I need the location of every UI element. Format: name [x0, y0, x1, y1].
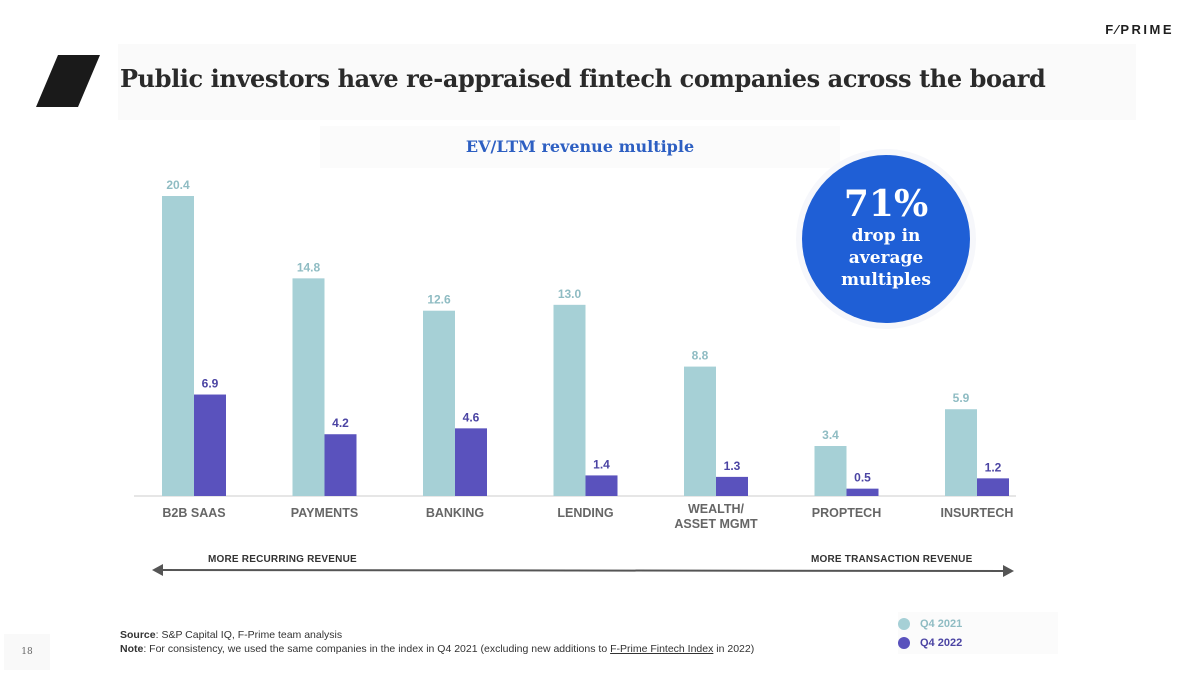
note-text: : For consistency, we used the same comp…	[143, 643, 611, 655]
callout-percent: 71%	[843, 183, 929, 225]
slash-logo-icon	[36, 55, 100, 107]
source-label: Source	[120, 629, 156, 641]
note-label: Note	[120, 643, 144, 655]
bar-insurtech-q4-2022	[977, 478, 1009, 496]
value-label-insurtech-q4-2021: 5.9	[953, 391, 970, 405]
legend-dot-q4-2022	[898, 636, 910, 649]
value-label-b2b-saas-q4-2022: 6.9	[202, 377, 219, 391]
bar-banking-q4-2021	[423, 310, 455, 496]
category-label-wealth-asset-mgmt: WEALTH/ASSET MGMT	[674, 502, 758, 531]
note-end: in 2022)	[713, 643, 755, 655]
left-arrow-label: MORE RECURRING REVENUE	[208, 554, 357, 565]
brand-logo: F⁄PRIME	[1105, 22, 1174, 37]
value-label-banking-q4-2022: 4.6	[463, 410, 480, 424]
legend: Q4 2021 Q4 2022	[898, 612, 1058, 654]
arrow-left-head-icon	[152, 564, 163, 576]
right-arrow-label: MORE TRANSACTION REVENUE	[811, 554, 973, 565]
page-title: Public investors have re-appraised finte…	[120, 64, 1046, 93]
chart-title: EV/LTM revenue multiple	[320, 126, 840, 168]
title-band	[118, 44, 1136, 120]
bar-banking-q4-2022	[455, 428, 487, 496]
bar-insurtech-q4-2021	[945, 409, 977, 496]
drop-callout: 71% drop in average multiples	[802, 155, 970, 323]
legend-item-q4-2022: Q4 2022	[898, 633, 1058, 652]
category-label-banking: BANKING	[426, 506, 484, 520]
bar-payments-q4-2022	[324, 434, 357, 496]
bar-wealth-asset-mgmt-q4-2022	[716, 476, 748, 496]
value-label-proptech-q4-2021: 3.4	[822, 428, 839, 442]
category-label-lending: LENDING	[557, 506, 613, 520]
source-text: : S&P Capital IQ, F-Prime team analysis	[155, 629, 343, 641]
revenue-axis-arrow-line	[159, 569, 1007, 572]
category-label-payments: PAYMENTS	[291, 506, 358, 520]
fintech-index-link[interactable]: F-Prime Fintech Index	[610, 643, 714, 655]
bar-proptech-q4-2022	[846, 488, 879, 496]
value-label-payments-q4-2021: 14.8	[297, 260, 321, 274]
value-label-proptech-q4-2022: 0.5	[854, 471, 871, 485]
callout-text: drop in average multiples	[841, 226, 931, 290]
value-label-insurtech-q4-2022: 1.2	[985, 460, 1002, 474]
legend-item-q4-2021: Q4 2021	[898, 614, 1058, 633]
value-label-lending-q4-2022: 1.4	[593, 457, 610, 471]
category-label-b2b-saas: B2B SAAS	[162, 506, 225, 520]
value-label-lending-q4-2021: 13.0	[558, 287, 582, 301]
legend-label-q4-2022: Q4 2022	[920, 636, 963, 649]
bar-b2b-saas-q4-2021	[162, 196, 194, 496]
arrow-right-head-icon	[1003, 565, 1014, 577]
legend-dot-q4-2021	[898, 617, 910, 630]
note-line: Note: For consistency, we used the same …	[120, 642, 754, 656]
value-label-banking-q4-2021: 12.6	[427, 293, 451, 307]
bar-payments-q4-2021	[292, 278, 325, 496]
bar-proptech-q4-2021	[814, 446, 847, 496]
value-label-wealth-asset-mgmt-q4-2022: 1.3	[724, 459, 741, 473]
value-label-b2b-saas-q4-2021: 20.4	[166, 178, 190, 192]
bar-lending-q4-2021	[553, 304, 586, 496]
bar-b2b-saas-q4-2022	[194, 394, 226, 496]
legend-label-q4-2021: Q4 2021	[920, 617, 963, 630]
value-label-wealth-asset-mgmt-q4-2021: 8.8	[692, 349, 709, 363]
category-label-proptech: PROPTECH	[812, 506, 881, 520]
source-line: Source: S&P Capital IQ, F-Prime team ana…	[120, 628, 754, 642]
category-label-insurtech: INSURTECH	[941, 506, 1014, 520]
bar-lending-q4-2022	[585, 475, 618, 496]
page-number: 18	[4, 634, 50, 670]
bar-wealth-asset-mgmt-q4-2021	[684, 366, 716, 496]
footnote: Source: S&P Capital IQ, F-Prime team ana…	[120, 628, 754, 656]
value-label-payments-q4-2022: 4.2	[332, 416, 349, 430]
